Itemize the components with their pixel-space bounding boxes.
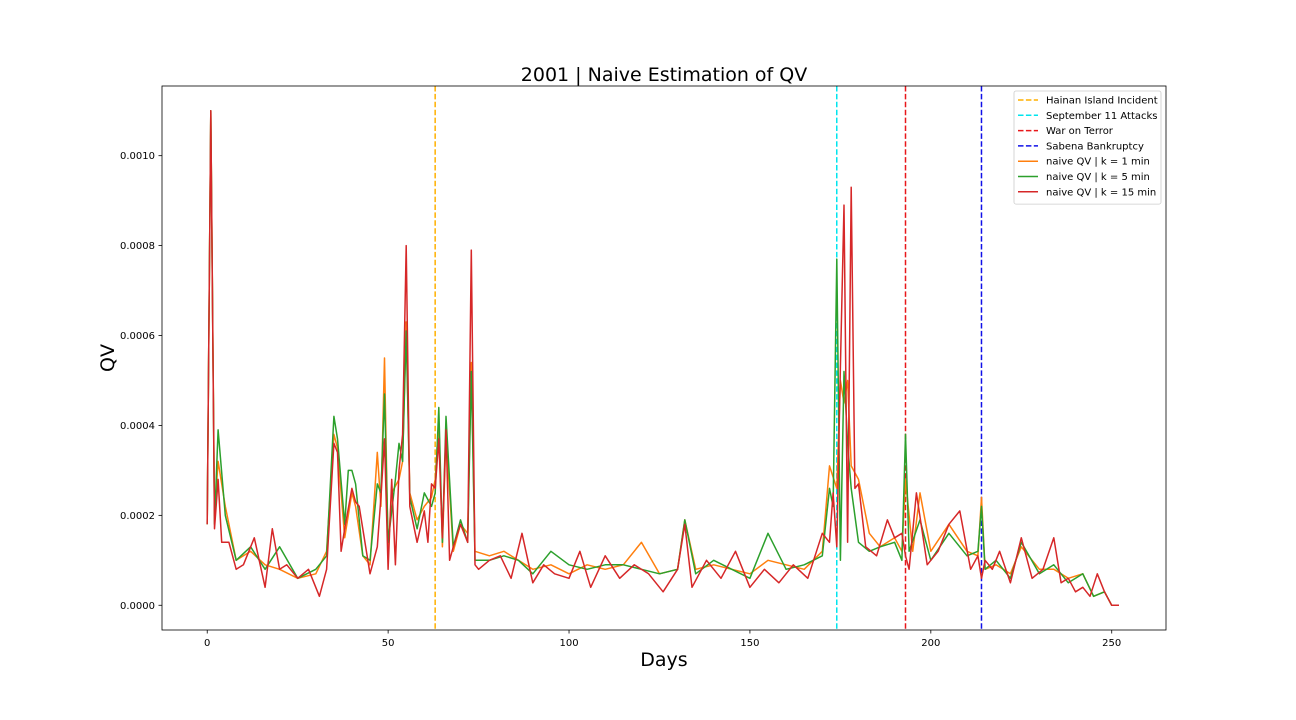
legend-label-6: naive QV | k = 15 min [1046, 187, 1156, 198]
axes-frame [161, 85, 1167, 631]
legend-label-5: naive QV | k = 5 min [1046, 172, 1150, 183]
legend-label-3: Sabena Bankruptcy [1046, 141, 1144, 152]
legend-box [1013, 90, 1162, 205]
legend-label-0: Hainan Island Incident [1046, 96, 1158, 107]
legend: Hainan Island Incident September 11 Attac… [1013, 90, 1162, 205]
legend-label-2: War on Terror [1046, 126, 1114, 137]
series-line-2 [206, 109, 1119, 607]
x-tick-label: 150 [740, 638, 759, 649]
series-group [206, 109, 1119, 607]
y-tick-label: 0.0008 [120, 241, 155, 252]
x-tick-label: 100 [559, 638, 578, 649]
y-tick-label: 0.0000 [120, 601, 155, 612]
legend-label-1: September 11 Attacks [1046, 111, 1158, 122]
chart-title: 2001 | Naive Estimation of QV [521, 64, 807, 86]
legend-label-4: naive QV | k = 1 min [1046, 157, 1150, 168]
x-tick-label: 250 [1102, 638, 1121, 649]
y-tick-label: 0.0010 [120, 151, 155, 162]
y-axis-title: QV [97, 344, 119, 372]
y-tick-label: 0.0002 [120, 511, 155, 522]
y-tick-label: 0.0006 [120, 331, 155, 342]
x-tick-label: 0 [204, 638, 210, 649]
plot-area: 0 50 100 150 200 250 0.0000 0.0002 0.0004 0.0006 0… [120, 85, 1167, 649]
x-axis-title: Days [640, 649, 687, 671]
y-tick-label: 0.0004 [120, 421, 155, 432]
x-tick-label: 200 [921, 638, 940, 649]
series-line-0 [206, 109, 1119, 607]
x-tick-label: 50 [382, 638, 395, 649]
